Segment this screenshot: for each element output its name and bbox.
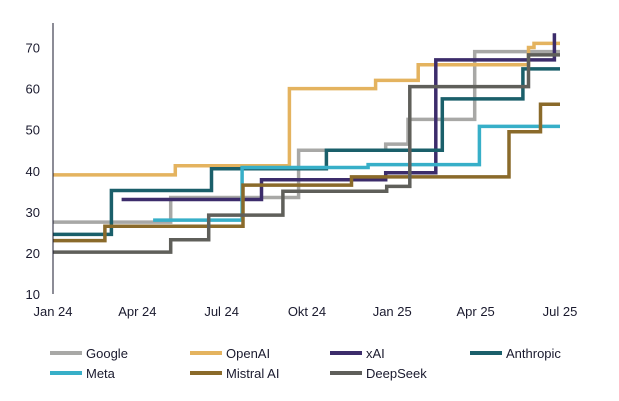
series-line-google <box>53 49 560 224</box>
series-line-anthropic <box>53 67 560 237</box>
y-tick-label: 20 <box>26 246 40 261</box>
legend-label: Google <box>86 346 128 361</box>
series-line-xai <box>121 33 557 202</box>
legend-label: DeepSeek <box>366 366 427 381</box>
y-tick-label: 40 <box>26 164 40 179</box>
x-axis: Jan 24 Apr 24 Jul 24 Okt 24 Jan 25 Apr 25 Jul … <box>33 304 577 319</box>
legend-item: DeepSeek <box>330 366 427 381</box>
legend-label: Anthropic <box>506 346 561 361</box>
x-tick-label: Jan 24 <box>33 304 72 319</box>
legend-label: xAI <box>366 346 385 361</box>
legend-item: Anthropic <box>470 346 561 361</box>
series-line-deepseek <box>53 53 560 254</box>
legend-item: OpenAI <box>190 346 270 361</box>
y-tick-label: 10 <box>26 287 40 302</box>
legend-item: xAI <box>330 346 385 361</box>
y-axis: 10 20 30 40 50 60 70 <box>26 23 54 302</box>
y-tick-label: 60 <box>26 82 40 97</box>
series-line-mistral-ai <box>53 102 560 243</box>
series-line-openai <box>53 41 560 177</box>
legend-item: Google <box>50 346 128 361</box>
y-tick-label: 70 <box>26 41 40 56</box>
x-tick-label: Jul 24 <box>204 304 239 319</box>
legend: Google OpenAI xAI Anthropic Meta Mistral AI De… <box>50 346 561 381</box>
legend-label: Meta <box>86 366 116 381</box>
series-line-meta <box>153 124 560 222</box>
legend-label: Mistral AI <box>226 366 279 381</box>
plot-area <box>53 33 560 254</box>
legend-item: Mistral AI <box>190 366 279 381</box>
x-tick-label: Jul 25 <box>543 304 578 319</box>
x-tick-label: Jan 25 <box>373 304 412 319</box>
y-tick-label: 50 <box>26 123 40 138</box>
x-tick-label: Okt 24 <box>288 304 326 319</box>
x-tick-label: Apr 25 <box>456 304 494 319</box>
legend-item: Meta <box>50 366 116 381</box>
legend-label: OpenAI <box>226 346 270 361</box>
x-tick-label: Apr 24 <box>118 304 156 319</box>
y-tick-label: 30 <box>26 205 40 220</box>
